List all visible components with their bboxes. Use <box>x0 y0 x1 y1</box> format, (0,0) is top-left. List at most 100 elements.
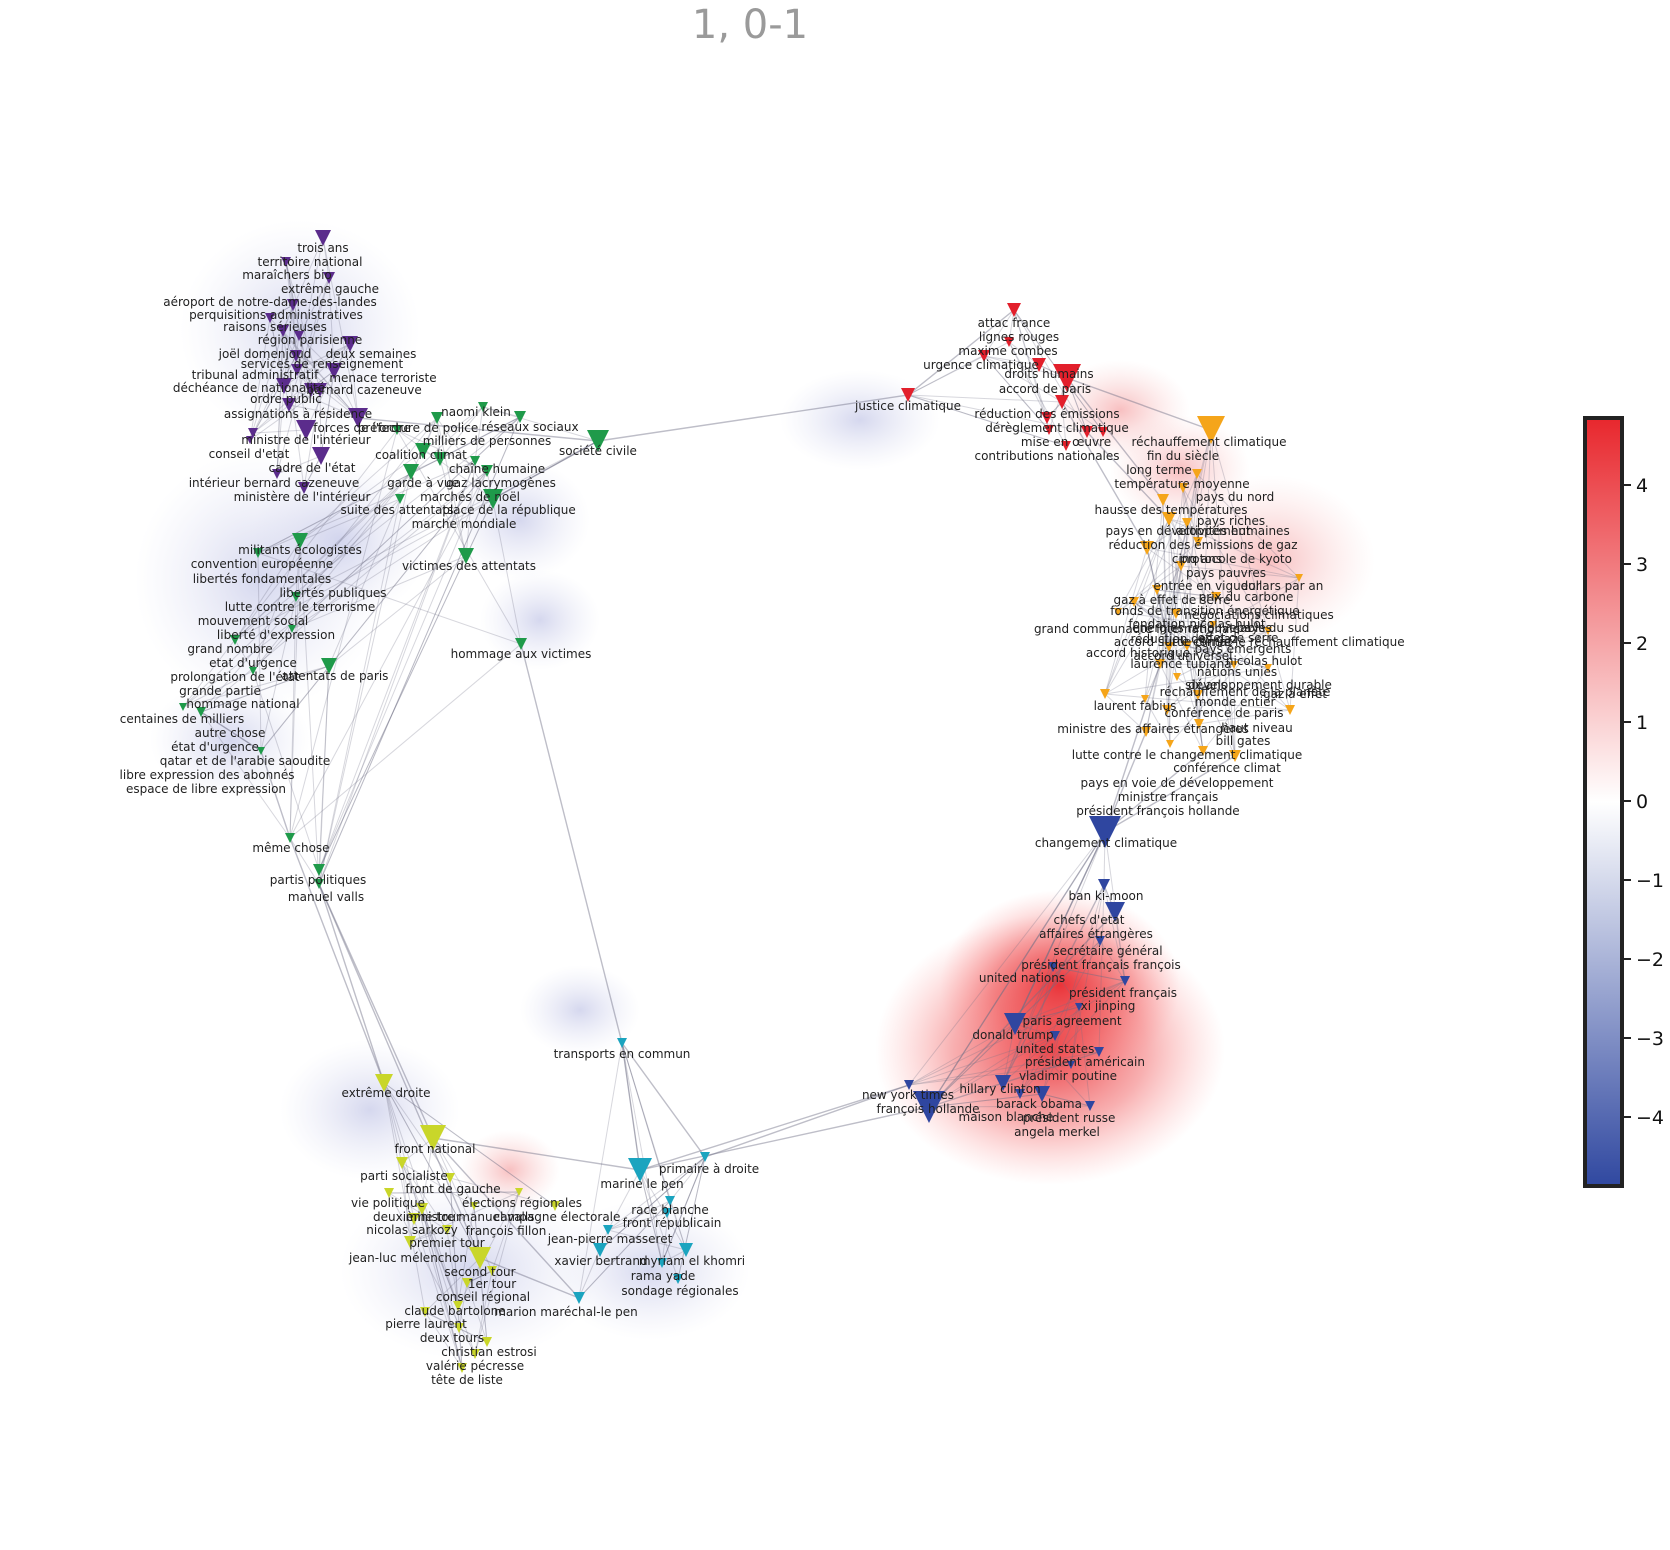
edge <box>285 261 307 431</box>
node-label: conférence climat <box>1173 761 1281 775</box>
node-label: deux semaines <box>326 347 417 361</box>
edge <box>458 1327 463 1369</box>
edge <box>252 540 301 672</box>
node-label: négociations climatiques <box>1184 608 1334 622</box>
edge <box>282 330 312 391</box>
node-label: effet de serre <box>1198 631 1279 645</box>
node-purple <box>276 378 292 394</box>
edge <box>285 261 294 306</box>
node-label: attentats de paris <box>282 669 389 683</box>
node-label: gaz lacrymogènes <box>446 476 556 490</box>
node-label: affaires étrangères <box>1039 927 1153 941</box>
edge <box>1196 473 1300 579</box>
node-lime <box>408 1213 420 1225</box>
edges <box>182 237 1300 1369</box>
edge <box>252 429 307 434</box>
node-label: autre chose <box>195 726 266 740</box>
edge <box>908 1064 1072 1086</box>
edge <box>1019 940 1101 1095</box>
edge <box>1166 429 1212 711</box>
edge <box>1002 831 1106 1084</box>
edge <box>983 355 1050 431</box>
node-orange <box>1182 641 1192 651</box>
edge <box>1182 487 1236 757</box>
edge <box>289 837 320 885</box>
node-label: pays pauvres <box>1186 566 1266 580</box>
node-lime <box>454 1323 464 1333</box>
heat-blob <box>280 1040 460 1180</box>
edge <box>249 330 284 441</box>
node-label: ministère de l'intérieur <box>234 490 371 504</box>
edge <box>1156 589 1217 598</box>
node-green <box>470 456 480 466</box>
node-label: long terme <box>1126 463 1192 477</box>
heat-blob <box>520 965 640 1055</box>
edge <box>1117 518 1170 613</box>
edge <box>1156 589 1200 725</box>
node-blue <box>1050 1031 1060 1041</box>
edge <box>1066 377 1212 431</box>
edge <box>1070 1006 1080 1066</box>
edge <box>1041 884 1105 1095</box>
edge <box>252 343 351 434</box>
edge <box>283 385 359 419</box>
edge <box>396 429 488 472</box>
edge <box>607 1229 687 1251</box>
edge <box>409 1229 448 1243</box>
node-label: société civile <box>559 444 637 458</box>
node-label: laurence tubiana <box>1130 657 1231 671</box>
edge <box>473 1205 488 1343</box>
edge <box>260 470 488 752</box>
node-label: pays du sud <box>1237 621 1310 635</box>
edge <box>491 1191 520 1272</box>
node-label: libre expression des abonnés <box>120 768 295 782</box>
node-orange <box>1152 585 1162 595</box>
edge <box>318 471 412 885</box>
edge <box>599 1156 706 1251</box>
edge <box>607 1200 671 1231</box>
edge <box>621 1042 671 1202</box>
edge <box>1198 624 1214 725</box>
edge <box>578 1200 671 1299</box>
node-label: secrétaire général <box>1053 944 1162 958</box>
edge <box>607 1156 706 1231</box>
heat-blob <box>780 370 940 470</box>
node-label: second tour <box>444 1265 515 1279</box>
node-blue <box>1048 962 1058 972</box>
edge <box>466 1270 493 1284</box>
edge <box>1176 630 1269 678</box>
node-label: région parisienne <box>258 333 363 347</box>
edge <box>269 317 285 387</box>
node-blue <box>913 1091 945 1123</box>
node-red <box>978 350 990 362</box>
node-orange <box>1193 537 1203 547</box>
node-label: milliers de personnes <box>423 434 552 448</box>
edge <box>908 1051 1100 1086</box>
edge <box>1061 401 1067 447</box>
edge <box>607 1212 668 1231</box>
node-lime <box>396 1157 408 1169</box>
edge <box>1145 709 1291 733</box>
edge <box>292 304 297 357</box>
edge <box>200 711 291 839</box>
edge <box>907 394 1063 403</box>
node-purple <box>248 428 258 438</box>
edge <box>1014 940 1101 1025</box>
edge <box>291 498 494 630</box>
edge <box>1002 1023 1016 1084</box>
edge <box>1014 1023 1091 1107</box>
node-green <box>257 747 265 755</box>
edge <box>621 1042 671 1202</box>
heat-blob <box>180 220 420 440</box>
heat-blob <box>150 680 310 800</box>
node-label: forces de l'ordre <box>313 421 410 435</box>
node-label: marine le pen <box>600 1177 683 1191</box>
node-label: hommage national <box>186 697 299 711</box>
edge <box>1180 565 1300 579</box>
edge <box>621 1042 641 1171</box>
node-label: réduction des émissions <box>974 407 1119 421</box>
edge <box>1146 547 1217 598</box>
edge <box>299 540 320 885</box>
edge <box>907 309 1015 396</box>
node-label: conseil régional <box>436 1290 530 1304</box>
